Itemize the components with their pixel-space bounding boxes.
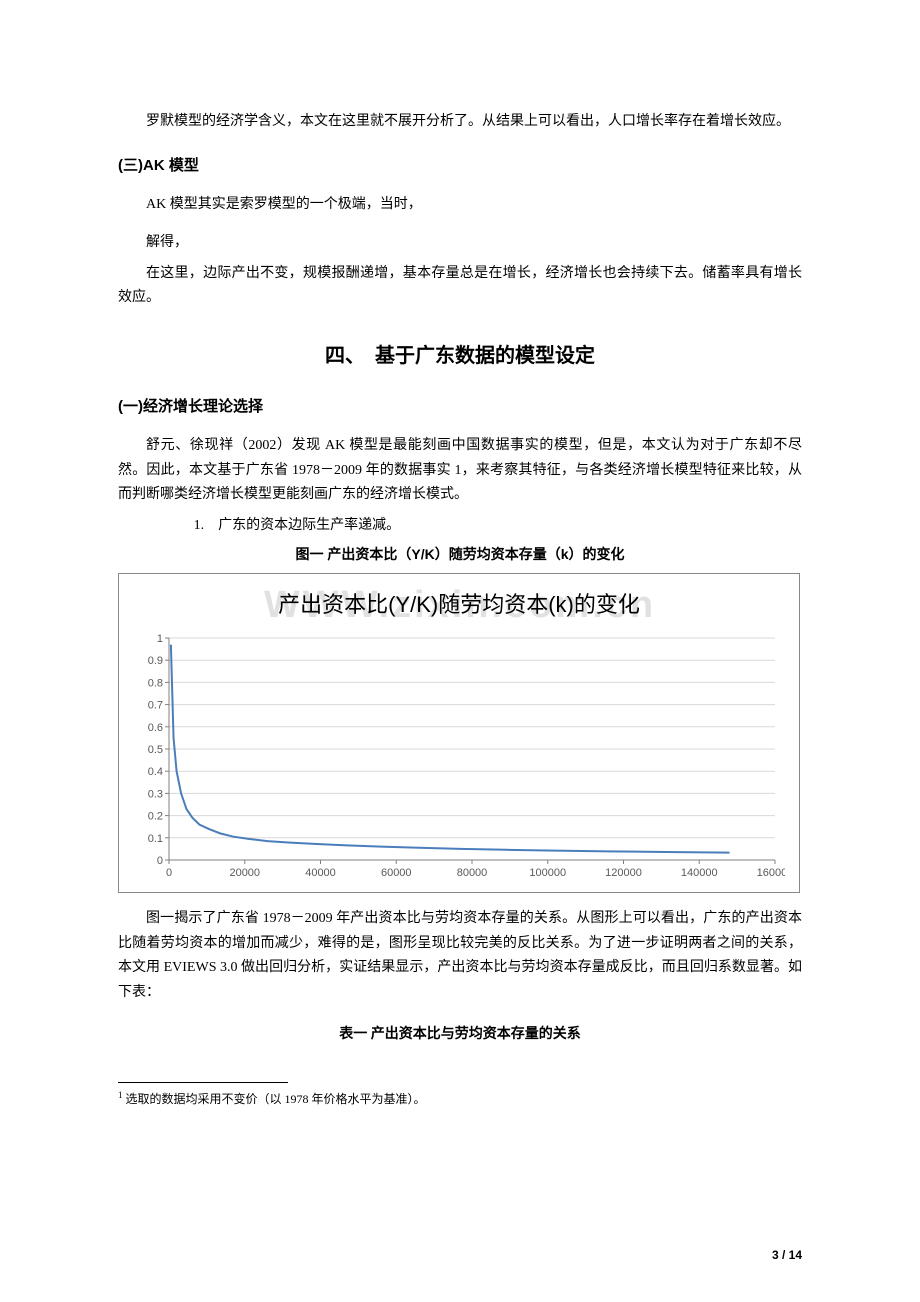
svg-text:0.7: 0.7 xyxy=(148,700,163,712)
svg-text:0.2: 0.2 xyxy=(148,811,163,823)
svg-text:1: 1 xyxy=(157,633,163,645)
footnote-text: 选取的数据均采用不变价（以 1978 年价格水平为基准）。 xyxy=(123,1092,426,1106)
page-current: 3 xyxy=(772,1248,779,1262)
svg-text:160000: 160000 xyxy=(757,867,785,879)
svg-text:20000: 20000 xyxy=(229,867,260,879)
list-item-1: 1. 广东的资本边际生产率递减。 xyxy=(194,514,802,539)
heading-ak-model: (三)AK 模型 xyxy=(118,153,802,179)
page-number: 3 / 14 xyxy=(772,1245,802,1266)
paragraph: AK 模型其实是索罗模型的一个极端，当时， xyxy=(118,193,802,218)
svg-text:0.6: 0.6 xyxy=(148,722,163,734)
chart-container: 产出资本比(Y/K)随劳均资本(k)的变化 0 0.1 0.2 0.3 0.4 0.5 0.… xyxy=(118,573,800,894)
figure-1-caption: 图一 产出资本比（Y/K）随劳均资本存量（k）的变化 xyxy=(118,542,802,567)
svg-text:100000: 100000 xyxy=(529,867,566,879)
svg-text:0.8: 0.8 xyxy=(148,677,163,689)
svg-text:80000: 80000 xyxy=(457,867,488,879)
chart-title: 产出资本比(Y/K)随劳均资本(k)的变化 xyxy=(133,586,785,625)
page-sep: / xyxy=(779,1248,789,1262)
paragraph: 解得， xyxy=(118,231,802,256)
footnote-separator xyxy=(118,1082,288,1083)
paragraph: 舒元、徐现祥（2002）发现 AK 模型是最能刻画中国数据事实的模型，但是，本文… xyxy=(118,434,802,508)
page-content: 罗默模型的经济学含义，本文在这里就不展开分析了。从结果上可以看出，人口增长率存在… xyxy=(118,110,802,1107)
footnote-1: 1 选取的数据均采用不变价（以 1978 年价格水平为基准）。 xyxy=(118,1089,802,1108)
paragraph: 罗默模型的经济学含义，本文在这里就不展开分析了。从结果上可以看出，人口增长率存在… xyxy=(118,110,802,135)
svg-text:0.1: 0.1 xyxy=(148,833,163,845)
svg-text:0.9: 0.9 xyxy=(148,655,163,667)
svg-text:0.3: 0.3 xyxy=(148,788,163,800)
paragraph: 图一揭示了广东省 1978－2009 年产出资本比与劳均资本存量的关系。从图形上… xyxy=(118,907,802,1005)
heading-theory-choice: (一)经济增长理论选择 xyxy=(118,394,802,420)
svg-text:0: 0 xyxy=(157,855,163,867)
paragraph: 在这里，边际产出不变，规模报酬递增，基本存量总是在增长，经济增长也会持续下去。储… xyxy=(118,262,802,311)
svg-text:0: 0 xyxy=(166,867,172,879)
heading-section-4: 四、 基于广东数据的模型设定 xyxy=(118,339,802,374)
svg-text:0.4: 0.4 xyxy=(148,766,163,778)
chart-svg: 0 0.1 0.2 0.3 0.4 0.5 0.6 0.7 0.8 0.9 1 0 20000 40000… xyxy=(133,632,785,882)
table-1-caption: 表一 产出资本比与劳均资本存量的关系 xyxy=(118,1023,802,1048)
svg-text:40000: 40000 xyxy=(305,867,336,879)
svg-text:0.5: 0.5 xyxy=(148,744,163,756)
svg-text:120000: 120000 xyxy=(605,867,642,879)
page-total: 14 xyxy=(789,1248,802,1262)
svg-text:140000: 140000 xyxy=(681,867,718,879)
svg-text:60000: 60000 xyxy=(381,867,412,879)
